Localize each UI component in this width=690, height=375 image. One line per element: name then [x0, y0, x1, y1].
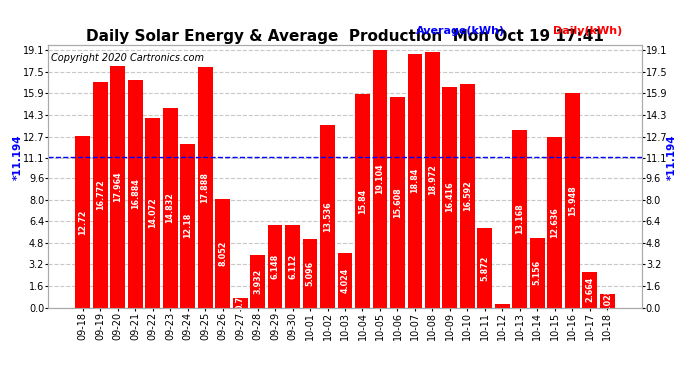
Text: *11.194: *11.194 — [12, 134, 23, 180]
Bar — [163, 108, 177, 308]
Text: 6.112: 6.112 — [288, 254, 297, 279]
Text: 17.964: 17.964 — [113, 171, 122, 202]
Text: 16.416: 16.416 — [446, 182, 455, 212]
Text: 16.772: 16.772 — [96, 179, 105, 210]
Bar — [285, 225, 300, 308]
Bar — [215, 199, 230, 308]
Bar — [600, 294, 615, 308]
Text: 5.872: 5.872 — [480, 255, 489, 280]
Bar — [320, 125, 335, 308]
Text: 3.932: 3.932 — [253, 268, 262, 294]
Text: 19.104: 19.104 — [375, 164, 384, 194]
Bar — [128, 80, 143, 308]
Text: 13.536: 13.536 — [323, 201, 332, 232]
Text: 8.052: 8.052 — [218, 241, 227, 266]
Text: 6.148: 6.148 — [270, 254, 279, 279]
Text: 15.84: 15.84 — [358, 188, 367, 213]
Bar — [233, 298, 248, 307]
Bar — [442, 87, 457, 308]
Bar — [408, 54, 422, 307]
Text: 12.18: 12.18 — [183, 213, 192, 238]
Bar — [425, 52, 440, 308]
Text: 17.888: 17.888 — [201, 172, 210, 202]
Text: 5.156: 5.156 — [533, 260, 542, 285]
Text: 13.168: 13.168 — [515, 204, 524, 234]
Bar — [547, 137, 562, 308]
Bar — [390, 98, 405, 308]
Bar — [250, 255, 265, 308]
Bar — [268, 225, 282, 308]
Text: 5.096: 5.096 — [306, 261, 315, 286]
Bar — [513, 130, 527, 308]
Text: Daily(kWh): Daily(kWh) — [553, 26, 622, 36]
Bar — [92, 82, 108, 308]
Bar — [530, 238, 545, 308]
Bar — [373, 50, 387, 308]
Text: 18.972: 18.972 — [428, 164, 437, 195]
Bar — [477, 228, 493, 308]
Bar — [495, 304, 510, 307]
Bar — [75, 136, 90, 308]
Text: Average(kWh): Average(kWh) — [416, 26, 505, 36]
Text: 18.84: 18.84 — [411, 168, 420, 194]
Title: Daily Solar Energy & Average  Production  Mon Oct 19 17:41: Daily Solar Energy & Average Production … — [86, 29, 604, 44]
Text: 2.664: 2.664 — [585, 277, 594, 302]
Bar — [197, 67, 213, 308]
Text: 16.884: 16.884 — [130, 178, 139, 209]
Bar — [355, 94, 370, 308]
Bar — [582, 272, 598, 308]
Bar — [145, 118, 160, 308]
Bar — [565, 93, 580, 308]
Bar — [303, 239, 317, 308]
Text: 14.832: 14.832 — [166, 192, 175, 223]
Bar — [337, 254, 353, 308]
Text: 14.072: 14.072 — [148, 197, 157, 228]
Text: Copyright 2020 Cartronics.com: Copyright 2020 Cartronics.com — [51, 53, 204, 63]
Text: 1.028: 1.028 — [603, 288, 612, 313]
Text: 0.7: 0.7 — [235, 296, 244, 310]
Text: 12.636: 12.636 — [551, 207, 560, 238]
Text: 16.592: 16.592 — [463, 180, 472, 211]
Bar — [110, 66, 125, 308]
Bar — [460, 84, 475, 308]
Text: 15.608: 15.608 — [393, 187, 402, 218]
Bar — [180, 144, 195, 308]
Text: 4.024: 4.024 — [340, 268, 350, 293]
Text: *11.194: *11.194 — [667, 134, 678, 180]
Text: 15.948: 15.948 — [568, 185, 577, 216]
Text: 12.72: 12.72 — [78, 209, 87, 235]
